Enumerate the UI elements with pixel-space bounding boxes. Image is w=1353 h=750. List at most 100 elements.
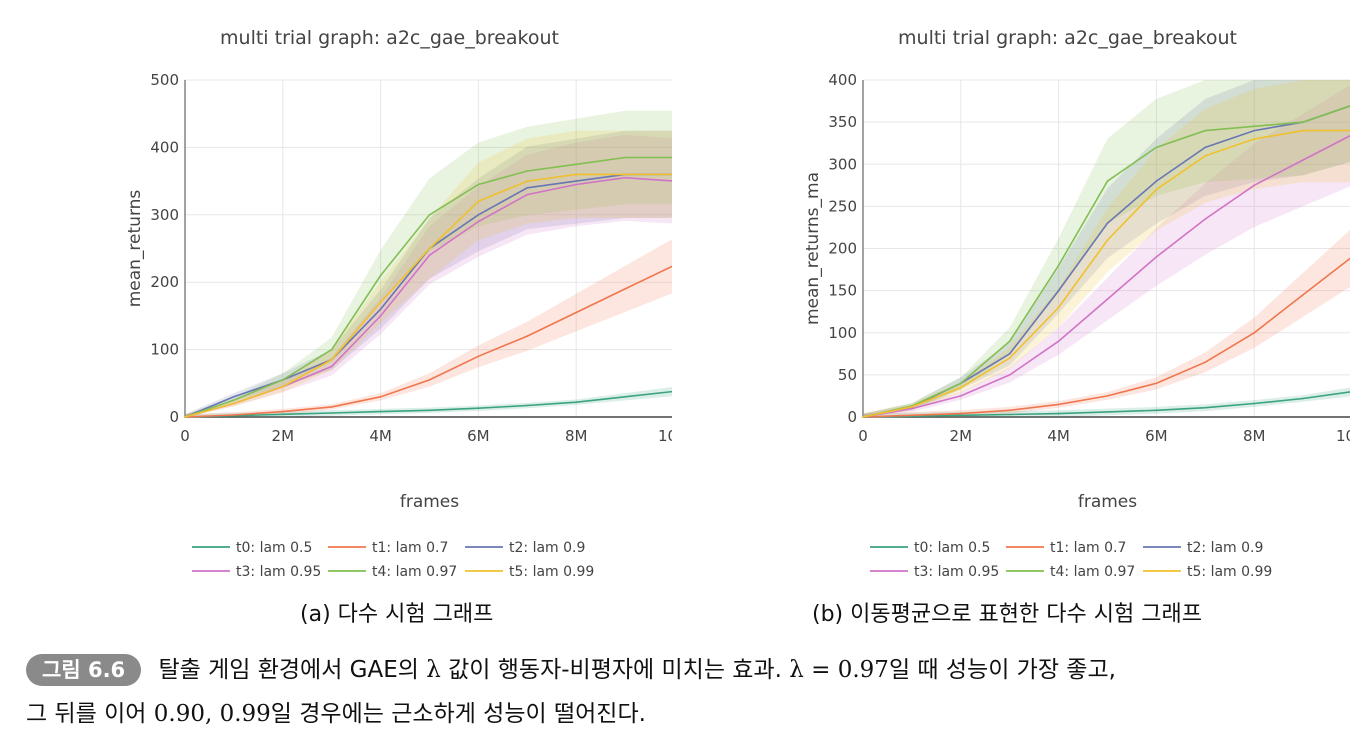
chart-title: multi trial graph: a2c_gae_breakout [898,27,1237,49]
data-point-t5 [1155,188,1158,191]
legend-label-t2: t2: lam 0.9 [509,540,585,556]
data-point-t5 [1302,129,1304,132]
data-point-t3 [575,183,577,186]
data-point-t3 [330,365,333,368]
data-point-t4 [428,214,431,216]
legend-label-t3: t3: lam 0.95 [236,564,321,580]
x-tick-label: 8M [565,427,588,445]
data-point-t2 [1106,222,1109,224]
caption-b: (b) 이동평균으로 표현한 다수 시험 그래프 [812,602,1202,627]
figure-badge: 그림 6.6 [26,654,142,686]
y-tick-label: 100 [828,324,857,342]
data-point-t3 [379,315,382,317]
data-point-t4 [379,274,382,277]
data-point-t3 [477,220,480,223]
data-point-t0 [1155,409,1158,412]
data-point-t1 [282,410,284,413]
data-point-t5 [960,386,962,389]
legend-label-t0: t0: lam 0.5 [914,540,990,556]
data-point-t2 [1008,353,1011,355]
data-point-t4 [526,170,529,172]
y-tick-label: 300 [150,206,179,224]
chart-panel-a: multi trial graph: a2c_gae_breakout 0 2M 4M… [12,0,672,590]
y-tick-label: 250 [828,197,857,215]
data-point-t1 [1302,294,1304,296]
data-point-t0 [526,404,529,407]
data-point-t4 [624,156,626,159]
y-tick-label: 0 [169,408,179,426]
data-point-t0 [330,412,333,414]
chart-panel-b: multi trial graph: a2c_gae_breakout 0 2M 4M… [690,0,1350,590]
figure-caption: 그림 6.6 탈출 게임 환경에서 GAE의 λ 값이 행동자-비평자에 미치는… [26,648,1333,736]
data-point-t3 [1204,218,1207,220]
x-tick-label: 6M [467,427,490,445]
x-axis-label: frames [400,492,459,512]
data-point-t4 [1253,125,1255,128]
data-point-t4 [1057,264,1060,267]
data-point-t0 [282,413,284,416]
data-point-t1 [330,406,333,408]
data-point-t5 [428,247,431,250]
data-point-t4 [960,382,962,385]
x-tick-label: 8M [1243,427,1266,445]
x-axis-label: frames [1078,492,1137,512]
data-point-t1 [1204,361,1207,364]
x-tick-label: 2M [272,427,295,445]
band-t2 [863,80,1350,417]
data-point-t3 [1253,184,1255,187]
data-point-t3 [428,254,431,256]
legend-label-t2: t2: lam 0.9 [1187,540,1263,556]
x-tick-label: 0 [858,427,868,445]
legend-label-t3: t3: lam 0.95 [914,564,999,580]
y-axis-label: mean_returns [125,190,145,308]
x-tick-label: 4M [1047,427,1070,445]
data-point-t5 [184,416,186,418]
band-t5 [185,130,672,417]
data-point-t0 [1204,406,1207,409]
data-point-t1 [1057,403,1060,406]
y-tick-label: 150 [828,282,857,300]
data-point-t4 [575,163,577,166]
x-tick-label: 2M [950,427,973,445]
data-point-t0 [960,414,962,417]
data-point-t1 [233,414,235,416]
legend-label-t1: t1: lam 0.7 [1050,540,1126,556]
data-point-t4 [1106,180,1109,182]
data-point-t1 [575,311,577,314]
band-t5 [863,80,1350,417]
figure-text-3: = 0.97 [811,657,889,683]
legend-label-t0: t0: lam 0.5 [236,540,312,556]
data-point-t3 [960,395,962,397]
data-point-t5 [1253,138,1255,140]
data-point-t1 [428,379,431,381]
data-point-t1 [1008,409,1011,412]
data-point-t5 [282,385,284,388]
data-point-t3 [1057,340,1060,343]
data-point-t2 [379,308,382,311]
x-tick-label: 10M [1336,427,1350,445]
figure-text-4: 일 때 성능이 가장 좋고, [888,657,1116,683]
data-point-t0 [1106,411,1109,413]
data-point-t0 [1008,413,1011,416]
data-point-t1 [526,335,529,337]
band-t1 [185,239,672,417]
data-point-t5 [526,180,529,182]
legend-label-t1: t1: lam 0.7 [372,540,448,556]
data-point-t4 [477,183,480,186]
band-t2 [185,130,672,417]
y-tick-label: 200 [150,273,179,291]
lambda-symbol: λ [426,657,441,683]
chart-title: multi trial graph: a2c_gae_breakout [220,27,559,49]
data-point-t4 [1008,340,1011,343]
y-tick-label: 300 [828,155,857,173]
data-point-t1 [1155,382,1158,385]
figure-text-7: 일 경우에는 근소하게 성능이 떨어진다. [270,701,646,727]
data-point-t3 [1106,298,1109,300]
data-point-t4 [1155,146,1158,149]
data-point-t3 [1302,159,1304,161]
data-point-t2 [1057,289,1060,292]
data-point-t3 [911,407,913,410]
data-point-t5 [575,173,577,176]
legend-label-t4: t4: lam 0.97 [372,564,457,580]
y-tick-label: 50 [838,366,857,384]
